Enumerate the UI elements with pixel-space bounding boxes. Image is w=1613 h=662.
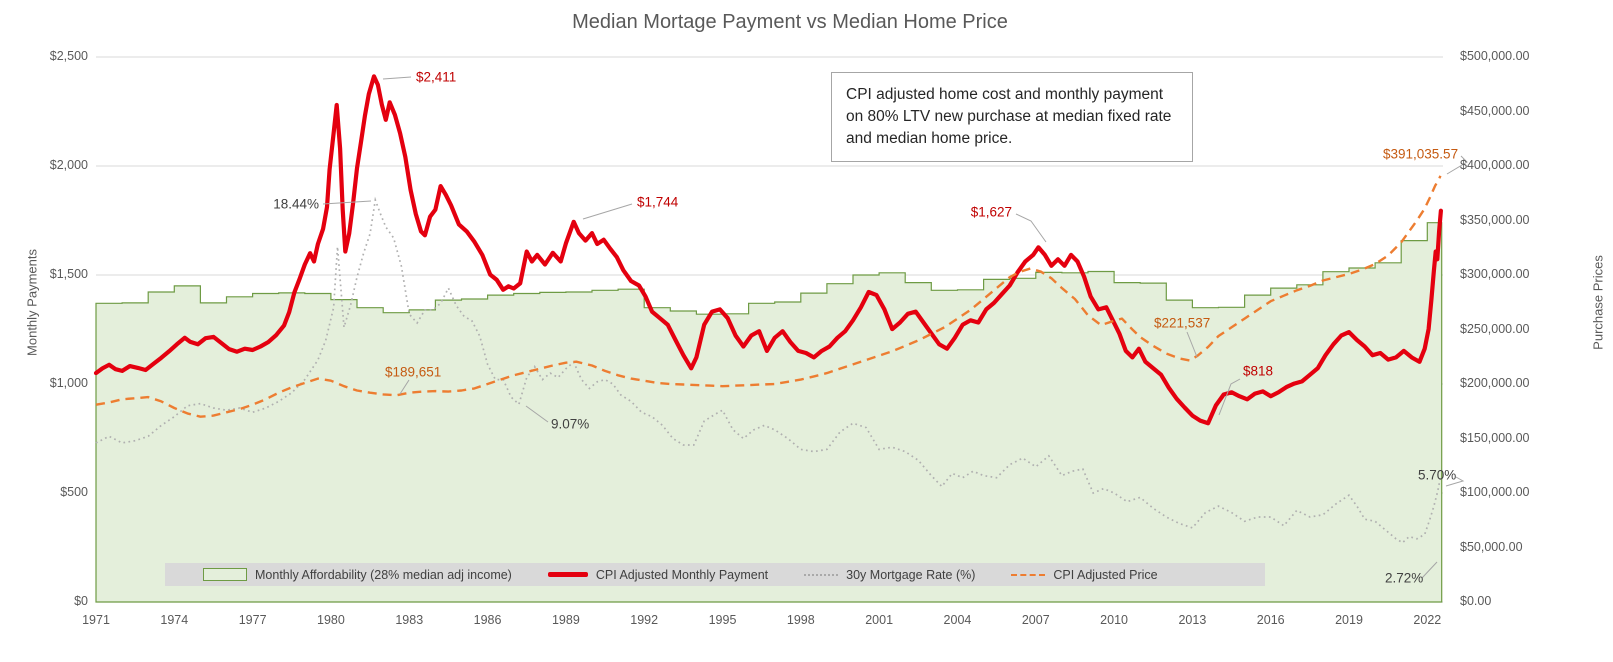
x-tick-label: 1998	[786, 613, 815, 627]
annotation-label: $391,035.57	[1383, 146, 1459, 162]
left-tick-label: $500	[60, 485, 88, 499]
annotation-label: 5.70%	[1418, 467, 1457, 483]
annotation-label: $818	[1243, 363, 1274, 379]
x-tick-label: 1995	[708, 613, 737, 627]
annotation-leader	[1446, 155, 1468, 175]
legend-item-payment: CPI Adjusted Monthly Payment	[547, 567, 769, 582]
note-box: CPI adjusted home cost and monthly payme…	[831, 72, 1193, 162]
right-tick-label: $450,000.00	[1460, 103, 1530, 118]
right-tick-label: $350,000.00	[1460, 212, 1530, 227]
legend: Monthly Affordability (28% median adj in…	[165, 563, 1265, 586]
x-tick-label: 1971	[82, 613, 110, 627]
dashed-line-swatch-icon	[1011, 573, 1046, 576]
legend-label-rate: 30y Mortgage Rate (%)	[846, 567, 976, 582]
right-tick-label: $50,000.00	[1460, 539, 1523, 554]
annotation-leader	[1445, 476, 1465, 487]
left-tick-label: $2,000	[49, 158, 88, 172]
right-tick-label: $150,000.00	[1460, 430, 1530, 445]
payment-line	[93, 74, 1444, 426]
legend-item-rate: 30y Mortgage Rate (%)	[804, 568, 975, 582]
left-tick-label: $0	[74, 594, 88, 608]
x-tick-label: 2001	[865, 613, 894, 627]
annotation-leader	[322, 200, 372, 205]
x-tick-label: 1974	[160, 613, 189, 627]
annotation-leader	[1421, 561, 1438, 579]
chart-title: Median Mortage Payment vs Median Home Pr…	[572, 11, 1008, 33]
annotation-leader	[582, 203, 633, 220]
x-tick-label: 1986	[473, 613, 502, 627]
legend-label-affordability: Monthly Affordability (28% median adj in…	[255, 567, 512, 582]
annotation-label: $1,627	[970, 204, 1012, 220]
annotation-leader	[525, 405, 549, 423]
annotation-label: 2.72%	[1385, 570, 1424, 586]
x-tick-label: 2016	[1256, 613, 1285, 627]
affordability-area	[95, 222, 1443, 603]
dotted-line-swatch-icon	[804, 573, 839, 576]
x-tick-label: 1983	[395, 613, 424, 627]
x-tick-label: 2007	[1021, 613, 1050, 627]
legend-label-payment: CPI Adjusted Monthly Payment	[595, 567, 769, 582]
annotation-label: $189,651	[385, 364, 442, 380]
x-tick-label: 1980	[317, 613, 345, 627]
x-tick-label: 2013	[1178, 613, 1207, 627]
right-tick-label: $250,000.00	[1460, 321, 1530, 336]
legend-item-affordability: Monthly Affordability (28% median adj in…	[203, 568, 512, 582]
annotation-label: $221,537	[1154, 315, 1211, 331]
x-tick-label: 2010	[1100, 613, 1128, 627]
right-tick-label: $500,000.00	[1460, 49, 1530, 63]
right-tick-label: $200,000.00	[1460, 376, 1530, 390]
right-tick-label: $400,000.00	[1460, 158, 1530, 172]
area-swatch-icon	[203, 568, 247, 581]
x-tick-label: 2004	[943, 613, 972, 627]
annotation-label: 9.07%	[551, 416, 590, 432]
legend-label-price: CPI Adjusted Price	[1053, 567, 1158, 582]
x-tick-label: 1989	[551, 613, 580, 627]
annotation-label: 18.44%	[273, 196, 319, 212]
annotation-leader	[399, 379, 410, 395]
thick-line-swatch-icon	[547, 572, 588, 577]
x-tick-label: 1977	[238, 613, 267, 627]
legend-item-price: CPI Adjusted Price	[1011, 567, 1158, 582]
right-tick-label: $0.00	[1460, 594, 1492, 608]
annotation-leader	[1218, 378, 1241, 416]
x-tick-label: 1992	[630, 613, 659, 627]
annotation-leader	[382, 76, 412, 80]
right-tick-label: $100,000.00	[1460, 485, 1530, 499]
right-tick-label: $300,000.00	[1460, 267, 1530, 281]
annotation-label: $2,411	[416, 69, 457, 85]
left-tick-label: $2,500	[49, 49, 88, 63]
rate-line	[95, 196, 1442, 544]
left-tick-label: $1,500	[49, 267, 88, 281]
annotation-leader	[1186, 331, 1198, 358]
annotation-leader	[1015, 213, 1047, 243]
left-tick-label: $1,000	[49, 376, 88, 390]
annotation-label: $1,744	[637, 194, 679, 210]
price-line	[95, 175, 1442, 418]
x-tick-label: 2019	[1335, 613, 1363, 627]
x-tick-label: 2022	[1413, 613, 1442, 627]
